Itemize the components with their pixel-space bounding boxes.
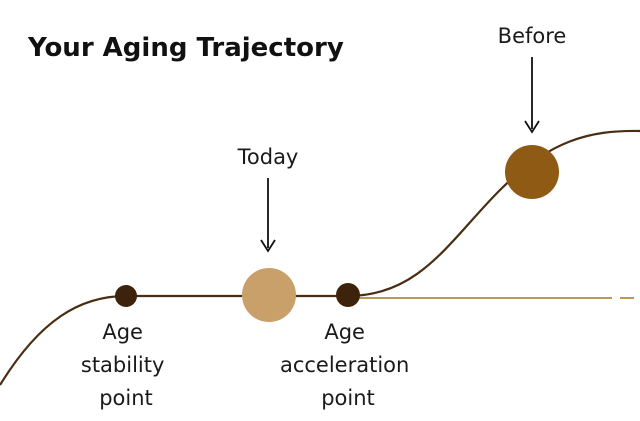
today-arrow-head: [260, 239, 276, 253]
age-acceleration-point-marker: [336, 283, 360, 307]
age-acceleration-label-line-2: acceleration: [280, 353, 409, 377]
age-stability-label-line-1: Age: [102, 320, 143, 344]
age-acceleration-point-label: Age acceleration point: [280, 320, 416, 410]
aging-trajectory-curve: [0, 129, 640, 386]
age-stability-label-line-2: stability: [81, 353, 165, 377]
age-stability-point-label: Age stability point: [81, 320, 171, 410]
age-stability-point-marker: [115, 285, 137, 307]
age-acceleration-label-line-1: Age: [324, 320, 365, 344]
age-acceleration-label-line-3: point: [321, 386, 375, 410]
today-marker: [242, 268, 296, 322]
age-stability-label-line-3: point: [99, 386, 153, 410]
diagram-title: Your Aging Trajectory: [27, 33, 344, 63]
today-label: Today: [237, 145, 299, 169]
before-arrow-head: [524, 120, 540, 134]
before-marker: [505, 145, 559, 199]
before-label: Before: [498, 24, 567, 48]
